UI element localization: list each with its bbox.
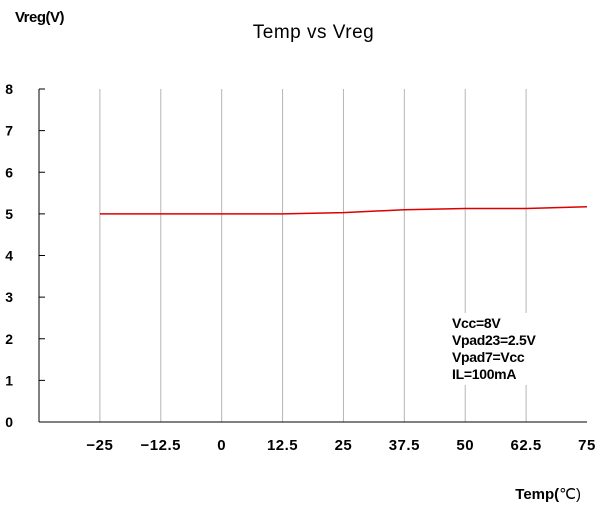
y-tick-label: 6: [5, 164, 13, 180]
x-axis-label-main: Temp(: [515, 486, 560, 503]
y-tick-label: 8: [5, 81, 13, 97]
annotation-line: Vpad23=2.5V: [452, 332, 536, 348]
series-lines: [99, 206, 588, 215]
x-tick-label: 75: [578, 437, 596, 454]
annotation-line: Vcc=8V: [452, 315, 501, 331]
x-tick-label: 0: [217, 437, 226, 454]
y-tick-label: 2: [5, 331, 13, 347]
y-tick-label: 0: [5, 414, 13, 430]
y-tick-label: 1: [5, 372, 13, 388]
y-tick-label: 7: [5, 123, 13, 139]
y-axis-label: Vreg(V): [15, 9, 65, 26]
x-axis-label-unit: ℃): [559, 486, 581, 503]
y-tick-label: 4: [5, 248, 13, 264]
x-tick-labels: −25 −12.5 0 12.5 25 37.5 50 62.5 75: [86, 437, 595, 454]
x-tick-label: −25: [86, 437, 113, 454]
y-tick-labels: 0 1 2 3 4 5 6 7 8: [5, 81, 13, 430]
axes: [38, 88, 587, 423]
x-tick-label: −12.5: [141, 437, 181, 454]
chart-title: Temp vs Vreg: [252, 22, 375, 43]
y-tick-label: 5: [5, 206, 13, 222]
annotation-line: Vpad7=Vcc: [452, 349, 525, 365]
x-tick-label: 12.5: [267, 437, 298, 454]
annotation-line: IL=100mA: [452, 366, 517, 382]
annotation-box: Vcc=8V Vpad23=2.5V Vpad7=Vcc IL=100mA: [452, 313, 576, 385]
x-tick-label: 25: [335, 437, 353, 454]
x-tick-label: 50: [456, 437, 474, 454]
x-tick-label: 37.5: [389, 437, 420, 454]
y-tick-label: 3: [5, 289, 13, 305]
x-axis-label: Temp(℃): [515, 485, 581, 503]
x-tick-label: 62.5: [511, 437, 542, 454]
series-line: [99, 206, 588, 215]
